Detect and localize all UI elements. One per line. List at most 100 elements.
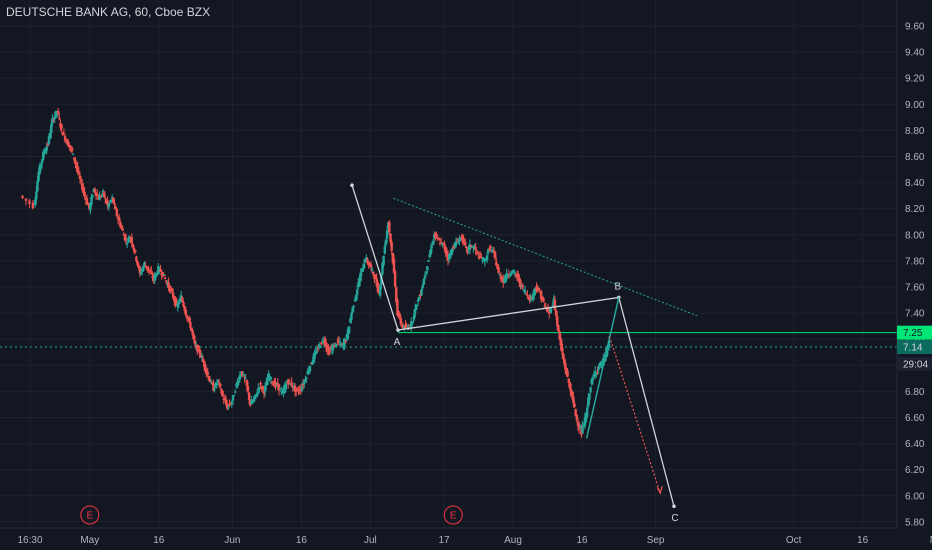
candle-body — [382, 255, 385, 266]
earnings-marker-icon[interactable] — [443, 505, 463, 525]
pattern-point[interactable] — [396, 328, 400, 332]
candle-body — [193, 340, 197, 345]
candle-body — [352, 305, 355, 308]
candle-body — [224, 399, 228, 405]
abc-pattern-line[interactable] — [351, 185, 675, 507]
candle-body — [441, 242, 444, 245]
candle-body — [548, 311, 551, 314]
candle-body — [413, 309, 416, 318]
candle-body — [535, 286, 538, 292]
candle-body — [91, 195, 94, 198]
candle-body — [307, 370, 311, 374]
candle-body — [416, 299, 420, 302]
candle-body — [21, 195, 24, 198]
candle-body — [461, 235, 465, 244]
candle-body — [319, 346, 322, 348]
candle-body — [200, 356, 204, 358]
candle-body — [125, 242, 129, 244]
candle-body — [444, 247, 447, 254]
candle-body — [227, 405, 230, 407]
trendline-teal[interactable] — [393, 197, 698, 317]
candle-body — [270, 381, 274, 384]
candle-body — [511, 270, 514, 274]
candle-body — [591, 377, 595, 381]
candle-body — [167, 282, 170, 288]
time-axis[interactable]: 16:30 May 16 Jun 16 Jul 17 Aug 16 Sep Oct 16 No — [0, 527, 932, 546]
time-tick-label: 16 — [296, 535, 308, 546]
candle-body — [587, 397, 590, 406]
candle-body — [607, 340, 611, 347]
time-tick-label: May — [80, 535, 99, 546]
candle-body — [253, 395, 257, 399]
candle-body — [594, 371, 597, 377]
pattern-point[interactable] — [350, 183, 354, 188]
candle-body — [423, 275, 427, 279]
price-tick-label: 9.20 — [905, 74, 925, 85]
price-axis[interactable]: 9.60 9.40 9.20 9.00 8.80 8.60 8.40 8.20 8.00 7.80… — [896, 0, 932, 528]
candle-body — [381, 262, 384, 275]
pattern-drawings[interactable]: A B C — [350, 183, 698, 524]
candle-body — [259, 382, 262, 385]
candle-body — [42, 151, 45, 160]
candle-body — [85, 198, 89, 204]
candle-body — [251, 400, 254, 404]
candle-body — [51, 118, 54, 124]
candle-body — [533, 289, 536, 296]
candle-body — [553, 300, 557, 311]
price-tick-label: 8.00 — [905, 230, 925, 241]
time-tick-label: Oct — [786, 535, 802, 546]
candle-body — [181, 297, 184, 302]
candle-body — [262, 390, 266, 394]
time-tick-label: 16 — [857, 535, 869, 546]
candle-body — [242, 373, 245, 376]
candle-body — [123, 234, 127, 241]
candle-body — [89, 202, 92, 211]
candle-body — [182, 302, 185, 307]
candle-body — [506, 274, 510, 277]
candle-body — [258, 387, 261, 389]
candle-body — [73, 157, 76, 161]
projection-line-red[interactable] — [609, 336, 661, 494]
candle-body — [66, 139, 69, 145]
candle-body — [508, 275, 512, 277]
candle-body — [365, 257, 368, 260]
candle-body — [584, 413, 588, 423]
candle-body — [165, 280, 168, 282]
candle-body — [68, 144, 71, 148]
price-tag-bg — [897, 340, 932, 355]
candle-body — [33, 199, 37, 206]
candle-body — [198, 349, 201, 354]
earnings-marker-icon[interactable] — [80, 505, 100, 525]
candle-body — [358, 278, 361, 287]
candle-body — [400, 324, 404, 327]
price-tick-label: 7.80 — [905, 256, 925, 267]
candle-body — [513, 272, 516, 274]
candle-body — [521, 285, 524, 288]
price-tick-label: 6.80 — [905, 387, 925, 398]
candle-body — [327, 346, 330, 352]
candle-body — [196, 344, 199, 352]
candle-body — [539, 290, 543, 300]
candle-body — [124, 238, 128, 241]
candle-body — [585, 407, 589, 417]
candle-body — [50, 124, 53, 133]
candle-body — [344, 340, 347, 342]
price-tick-label: 8.20 — [905, 204, 925, 215]
candle-body — [62, 132, 66, 134]
candle-body — [429, 249, 432, 255]
pattern-point[interactable] — [672, 504, 676, 509]
candle-body — [347, 326, 351, 334]
candle-body — [281, 392, 284, 394]
candle-body — [199, 354, 202, 358]
candle-body — [114, 207, 117, 210]
candle-body — [244, 378, 247, 380]
wave-line-green[interactable] — [585, 297, 620, 439]
candle-body — [112, 197, 115, 204]
candle-body — [442, 242, 445, 244]
candle-body — [117, 216, 121, 222]
candle-body — [385, 230, 389, 239]
candle-body — [163, 277, 167, 279]
price-tick-label: 6.20 — [905, 465, 925, 476]
